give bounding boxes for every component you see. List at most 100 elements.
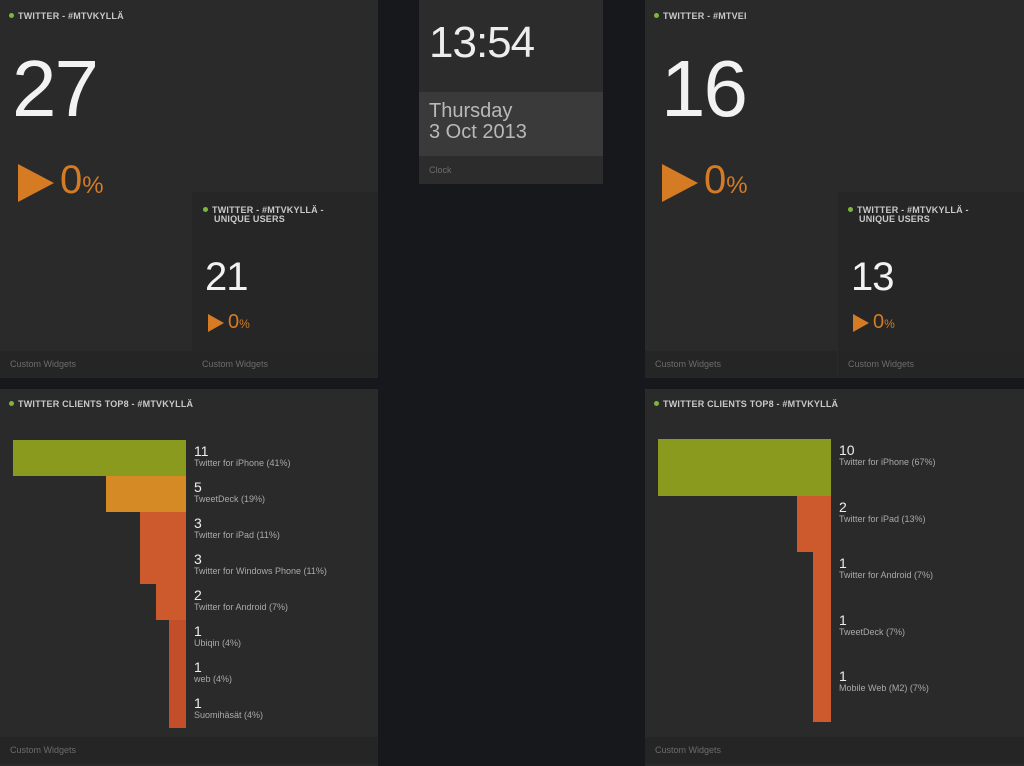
tweet-count-widget-left: TWITTER - #MTVKYLLÄ 27 0% Custom Widgets bbox=[0, 0, 378, 378]
change-value: 0 bbox=[60, 158, 83, 202]
client-bar bbox=[797, 495, 831, 552]
client-count: 2 bbox=[839, 498, 847, 515]
client-label: 2 Twitter for Android (7%) bbox=[194, 588, 288, 613]
client-name: Twitter for iPad (13%) bbox=[839, 513, 926, 524]
client-funnel: 10 Twitter for iPhone (67%) 2 Twitter for i… bbox=[645, 389, 1024, 766]
widget-title: TWITTER - #MTVKYLLÄ - UNIQUE USERS bbox=[848, 206, 969, 224]
client-bar bbox=[658, 439, 831, 496]
client-name: Twitter for iPhone (67%) bbox=[839, 457, 936, 467]
unique-users-count: 21 bbox=[205, 255, 248, 299]
client-label: 1 TweetDeck (7%) bbox=[839, 613, 905, 638]
client-count: 10 bbox=[839, 442, 855, 458]
status-dot-icon bbox=[9, 401, 14, 406]
widget-footer: Custom Widgets bbox=[645, 737, 1024, 764]
widget-footer: Custom Widgets bbox=[645, 351, 837, 378]
client-bar bbox=[169, 692, 186, 728]
change-unit: % bbox=[239, 317, 250, 331]
play-triangle-icon bbox=[208, 314, 224, 332]
client-count: 3 bbox=[194, 551, 202, 567]
client-count: 1 bbox=[839, 611, 847, 628]
widget-title: TWITTER CLIENTS TOP8 - #MTVKYLLÄ bbox=[654, 400, 838, 409]
widget-title: TWITTER - #MTVKYLLÄ bbox=[9, 12, 124, 21]
change-unit: % bbox=[884, 317, 895, 331]
client-bar bbox=[139, 512, 186, 548]
play-triangle-icon bbox=[853, 314, 869, 332]
widget-footer: Clock bbox=[419, 157, 603, 184]
trend-indicator: 0% bbox=[208, 311, 250, 335]
clock-date-block: Thursday 3 Oct 2013 bbox=[419, 92, 603, 156]
client-name: web (4%) bbox=[194, 674, 233, 684]
client-label: 3 Twitter for iPad (11%) bbox=[194, 516, 280, 541]
client-bar bbox=[812, 552, 831, 609]
widget-title: TWITTER CLIENTS TOP8 - #MTVKYLLÄ bbox=[9, 400, 193, 409]
client-name: Twitter for iPhone (41%) bbox=[194, 458, 291, 468]
client-count: 1 bbox=[839, 668, 847, 684]
trend-indicator: 0% bbox=[853, 311, 895, 335]
unique-users-widget-right: TWITTER - #MTVKYLLÄ - UNIQUE USERS 13 0%… bbox=[838, 192, 1024, 378]
client-count: 1 bbox=[194, 659, 202, 675]
tweet-count: 27 bbox=[12, 44, 99, 133]
client-bar bbox=[105, 476, 186, 512]
play-triangle-icon bbox=[662, 164, 698, 202]
client-count: 11 bbox=[194, 443, 209, 459]
play-triangle-icon bbox=[18, 164, 54, 202]
client-bar bbox=[156, 584, 186, 620]
client-name: TweetDeck (19%) bbox=[194, 494, 266, 504]
client-name: Ubiqin (4%) bbox=[194, 638, 242, 648]
client-label: 2 Twitter for iPad (13%) bbox=[839, 500, 926, 525]
client-label: 5 TweetDeck (19%) bbox=[194, 480, 265, 505]
client-count: 3 bbox=[194, 515, 202, 531]
status-dot-icon bbox=[848, 207, 853, 212]
trend-indicator: 0% bbox=[662, 158, 748, 208]
status-dot-icon bbox=[654, 401, 659, 406]
client-bar bbox=[13, 440, 186, 476]
clock-widget: 13:54 Thursday 3 Oct 2013 Clock bbox=[419, 0, 603, 184]
client-count: 2 bbox=[194, 587, 202, 603]
client-bar bbox=[812, 665, 831, 722]
client-name: Twitter for Windows Phone (11%) bbox=[194, 566, 327, 576]
status-dot-icon bbox=[654, 13, 659, 18]
widget-footer: Custom Widgets bbox=[838, 351, 1024, 378]
client-bar bbox=[812, 608, 831, 665]
client-count: 1 bbox=[194, 695, 202, 711]
change-value: 0 bbox=[873, 311, 885, 333]
status-dot-icon bbox=[203, 207, 208, 212]
client-name: Twitter for Android (7%) bbox=[194, 602, 289, 612]
client-label: 11 Twitter for iPhone (41%) bbox=[194, 444, 291, 469]
client-label: 1 Twitter for Android (7%) bbox=[839, 556, 933, 581]
tweet-count: 16 bbox=[661, 44, 748, 133]
trend-indicator: 0% bbox=[18, 158, 104, 208]
client-bar bbox=[169, 656, 186, 692]
client-label: 10 Twitter for iPhone (67%) bbox=[839, 443, 936, 468]
client-count: 5 bbox=[194, 479, 202, 495]
tweet-count-widget-right: TWITTER - #MTVEI 16 0% Custom Widgets bbox=[645, 0, 1024, 378]
widget-footer: Custom Widgets bbox=[192, 351, 378, 378]
client-bar bbox=[169, 620, 186, 656]
change-value: 0 bbox=[228, 311, 240, 333]
clock-date: 3 Oct 2013 bbox=[429, 121, 527, 143]
unique-users-widget-left: TWITTER - #MTVKYLLÄ - UNIQUE USERS 21 0%… bbox=[192, 192, 378, 378]
widget-title: TWITTER - #MTVKYLLÄ - UNIQUE USERS bbox=[203, 206, 324, 224]
clock-time: 13:54 bbox=[429, 18, 535, 67]
client-name: TweetDeck (7%) bbox=[839, 626, 906, 637]
widget-footer: Custom Widgets bbox=[0, 351, 192, 378]
client-name: Twitter for Android (7%) bbox=[839, 570, 934, 580]
widget-title: TWITTER - #MTVEI bbox=[654, 12, 747, 21]
client-label: 1 web (4%) bbox=[194, 660, 232, 685]
client-funnel: 11 Twitter for iPhone (41%) 5 TweetDeck (19… bbox=[0, 389, 378, 766]
client-count: 1 bbox=[194, 623, 202, 639]
clients-widget-right: TWITTER CLIENTS TOP8 - #MTVKYLLÄ 10 Twitt… bbox=[645, 389, 1024, 766]
client-count: 1 bbox=[839, 555, 847, 571]
widget-footer: Custom Widgets bbox=[0, 737, 378, 764]
status-dot-icon bbox=[9, 13, 14, 18]
unique-users-count: 13 bbox=[851, 255, 894, 299]
client-name: Twitter for iPad (11%) bbox=[194, 530, 280, 540]
client-name: Suomihäsät (4%) bbox=[194, 710, 264, 720]
client-label: 1 Suomihäsät (4%) bbox=[194, 696, 263, 721]
client-label: 3 Twitter for Windows Phone (11%) bbox=[194, 552, 327, 577]
clients-widget-left: TWITTER CLIENTS TOP8 - #MTVKYLLÄ 11 Twitt… bbox=[0, 389, 378, 766]
client-name: Mobile Web (M2) (7%) bbox=[839, 683, 929, 693]
client-label: 1 Ubiqin (4%) bbox=[194, 624, 241, 649]
client-bar bbox=[139, 548, 186, 584]
client-label: 1 Mobile Web (M2) (7%) bbox=[839, 669, 929, 694]
